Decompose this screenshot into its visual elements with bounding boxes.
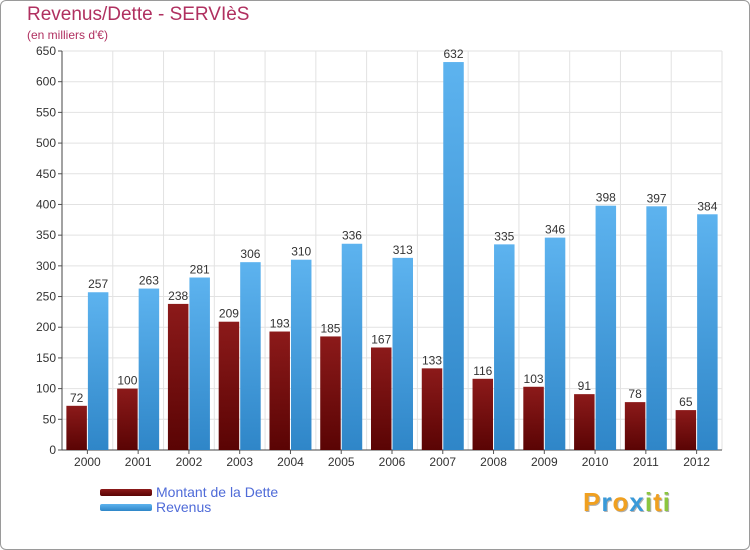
bar-revenue: [240, 262, 261, 450]
data-label-revenue: 281: [190, 263, 210, 277]
bar-revenue: [138, 288, 160, 450]
bar-revenue: [392, 257, 413, 450]
x-tick-label: 2000: [74, 455, 101, 469]
chart-subtitle: (en milliers d'€): [27, 28, 108, 42]
legend-swatch-revenue: [100, 504, 152, 511]
bar-revenue: [595, 205, 617, 450]
logo-letter: x: [629, 487, 645, 517]
bar-debt: [675, 410, 697, 450]
bar-revenue: [544, 237, 566, 450]
data-label-debt: 72: [70, 391, 84, 405]
y-tick-label: 450: [36, 167, 56, 181]
data-label-revenue: 336: [342, 229, 362, 243]
x-tick-label: 2003: [226, 455, 253, 469]
legend-label-debt: Montant de la Dette: [156, 484, 279, 500]
data-label-revenue: 346: [545, 223, 565, 237]
y-tick-label: 100: [36, 382, 56, 396]
x-tick-label: 2010: [582, 455, 609, 469]
logo-letter: t: [653, 487, 663, 517]
data-label-debt: 78: [628, 387, 642, 401]
x-tick-label: 2001: [125, 455, 152, 469]
data-label-debt: 103: [524, 372, 544, 386]
chart-title: Revenus/Dette - SERVIèS: [27, 4, 250, 25]
data-label-debt: 100: [117, 374, 137, 388]
bar-debt: [523, 386, 544, 450]
data-label-debt: 209: [219, 307, 239, 321]
logo-letter: P: [583, 487, 602, 517]
data-label-debt: 185: [320, 321, 340, 335]
bar-revenue: [697, 214, 718, 450]
bar-debt: [167, 303, 189, 450]
bar-debt: [320, 336, 341, 450]
logo-letter: o: [612, 487, 630, 517]
y-tick-label: 600: [36, 75, 56, 89]
x-tick-label: 2008: [480, 455, 507, 469]
y-tick-label: 150: [36, 351, 56, 365]
x-tick-label: 2012: [683, 455, 710, 469]
data-label-debt: 116: [473, 364, 492, 378]
x-tick-label: 2002: [176, 455, 203, 469]
bar-debt: [66, 405, 87, 450]
data-label-debt: 193: [270, 317, 290, 331]
y-tick-label: 300: [36, 259, 56, 273]
y-tick-label: 650: [36, 44, 56, 58]
bar-debt: [371, 347, 392, 450]
legend-swatch-debt: [100, 489, 152, 496]
x-tick-label: 2005: [328, 455, 355, 469]
y-tick-label: 50: [43, 412, 57, 426]
data-label-debt: 65: [679, 395, 693, 409]
bar-revenue: [341, 243, 363, 450]
bar-debt: [218, 321, 240, 450]
bar-debt: [269, 331, 290, 450]
legend-label-revenue: Revenus: [156, 499, 212, 515]
data-label-debt: 238: [168, 289, 188, 303]
y-tick-label: 500: [36, 136, 56, 150]
data-label-revenue: 263: [139, 274, 159, 288]
data-label-revenue: 398: [596, 191, 616, 205]
data-label-revenue: 384: [697, 199, 717, 213]
x-tick-label: 2006: [379, 455, 406, 469]
bar-debt: [574, 394, 595, 450]
bar-revenue: [87, 292, 109, 450]
bar-revenue: [290, 259, 312, 450]
y-tick-label: 0: [49, 443, 56, 457]
bar-debt: [624, 402, 646, 450]
bar-revenue: [646, 206, 667, 450]
data-label-revenue: 397: [647, 191, 667, 205]
data-label-revenue: 313: [393, 243, 413, 257]
y-tick-label: 250: [36, 290, 56, 304]
logo-letter: i: [662, 487, 671, 517]
logo-letter: r: [601, 487, 613, 517]
x-tick-label: 2009: [531, 455, 558, 469]
data-label-debt: 133: [422, 353, 442, 367]
data-label-revenue: 306: [240, 247, 260, 261]
y-tick-label: 550: [36, 105, 56, 119]
bar-revenue: [443, 62, 464, 451]
bar-debt: [472, 378, 494, 450]
bar-debt: [117, 388, 138, 450]
bar-debt: [421, 368, 443, 450]
data-label-revenue: 335: [494, 229, 514, 243]
logo-letter: i: [644, 487, 654, 517]
data-label-revenue: 310: [291, 245, 311, 259]
bar-revenue: [189, 277, 210, 450]
y-tick-label: 200: [36, 320, 56, 334]
data-label-revenue: 257: [88, 277, 108, 291]
data-label-revenue: 632: [444, 47, 464, 61]
data-label-debt: 167: [371, 332, 391, 346]
x-tick-label: 2004: [277, 455, 304, 469]
y-tick-label: 350: [36, 228, 56, 242]
proxiti-logo: Proxiti: [583, 487, 671, 518]
bar-revenue: [494, 244, 515, 450]
data-label-debt: 91: [578, 379, 592, 393]
x-tick-label: 2011: [633, 455, 659, 469]
x-tick-label: 2007: [429, 455, 456, 469]
y-tick-label: 400: [36, 197, 56, 211]
